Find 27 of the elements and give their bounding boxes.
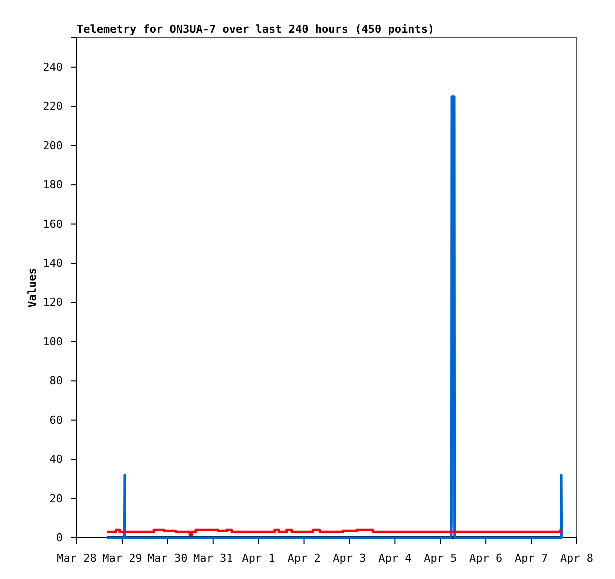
y-tick-label: 240 [43,60,63,74]
x-tick-label: Apr 4 [378,552,412,565]
x-tick-label: Mar 29 [102,552,142,565]
x-tick-label: Apr 1 [242,552,276,565]
y-tick-label: 180 [43,178,63,192]
y-tick-label: 20 [50,492,63,506]
x-tick-label: Apr 3 [333,552,366,565]
x-tick-label: Mar 31 [193,552,234,565]
y-tick-label: 100 [43,335,63,348]
y-tick-label: 200 [43,139,63,152]
chart-title: Telemetry for ON3UA-7 over last 240 hours (450 points) [77,23,435,36]
y-tick-label: 60 [50,414,63,427]
y-tick-label: 120 [43,296,63,310]
y-tick-label: 220 [43,100,63,114]
x-tick-label: Apr 6 [470,552,503,565]
x-tick-label: Mar 30 [148,552,188,565]
x-tick-label: Mar 28 [57,552,97,565]
y-tick-label: 0 [56,532,63,545]
y-axis-title: Values [26,268,39,308]
x-tick-label: Apr 2 [288,552,321,565]
x-tick-label: Apr 7 [514,552,548,565]
x-tick-label: Apr 5 [424,552,458,565]
y-tick-label: 140 [43,257,63,270]
y-tick-label: 80 [50,374,63,388]
y-tick-label: 40 [50,453,63,466]
x-tick-label: Apr 8 [560,552,594,565]
y-tick-label: 160 [43,218,63,231]
